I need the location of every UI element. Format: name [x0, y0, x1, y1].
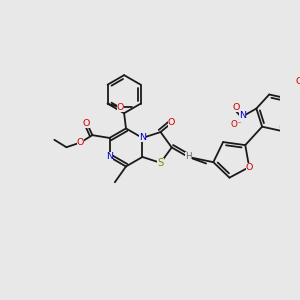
Text: O: O [117, 103, 124, 112]
Text: N: N [139, 134, 146, 142]
Text: N: N [239, 112, 246, 121]
Text: O: O [82, 118, 90, 127]
Text: O: O [295, 77, 300, 86]
Text: H: H [185, 152, 191, 160]
Text: O⁻: O⁻ [230, 120, 242, 129]
Text: O: O [168, 118, 176, 127]
Text: O: O [245, 163, 253, 172]
Text: S: S [158, 158, 164, 168]
Text: O: O [232, 103, 240, 112]
Text: O: O [76, 138, 84, 147]
Text: N: N [106, 152, 113, 161]
